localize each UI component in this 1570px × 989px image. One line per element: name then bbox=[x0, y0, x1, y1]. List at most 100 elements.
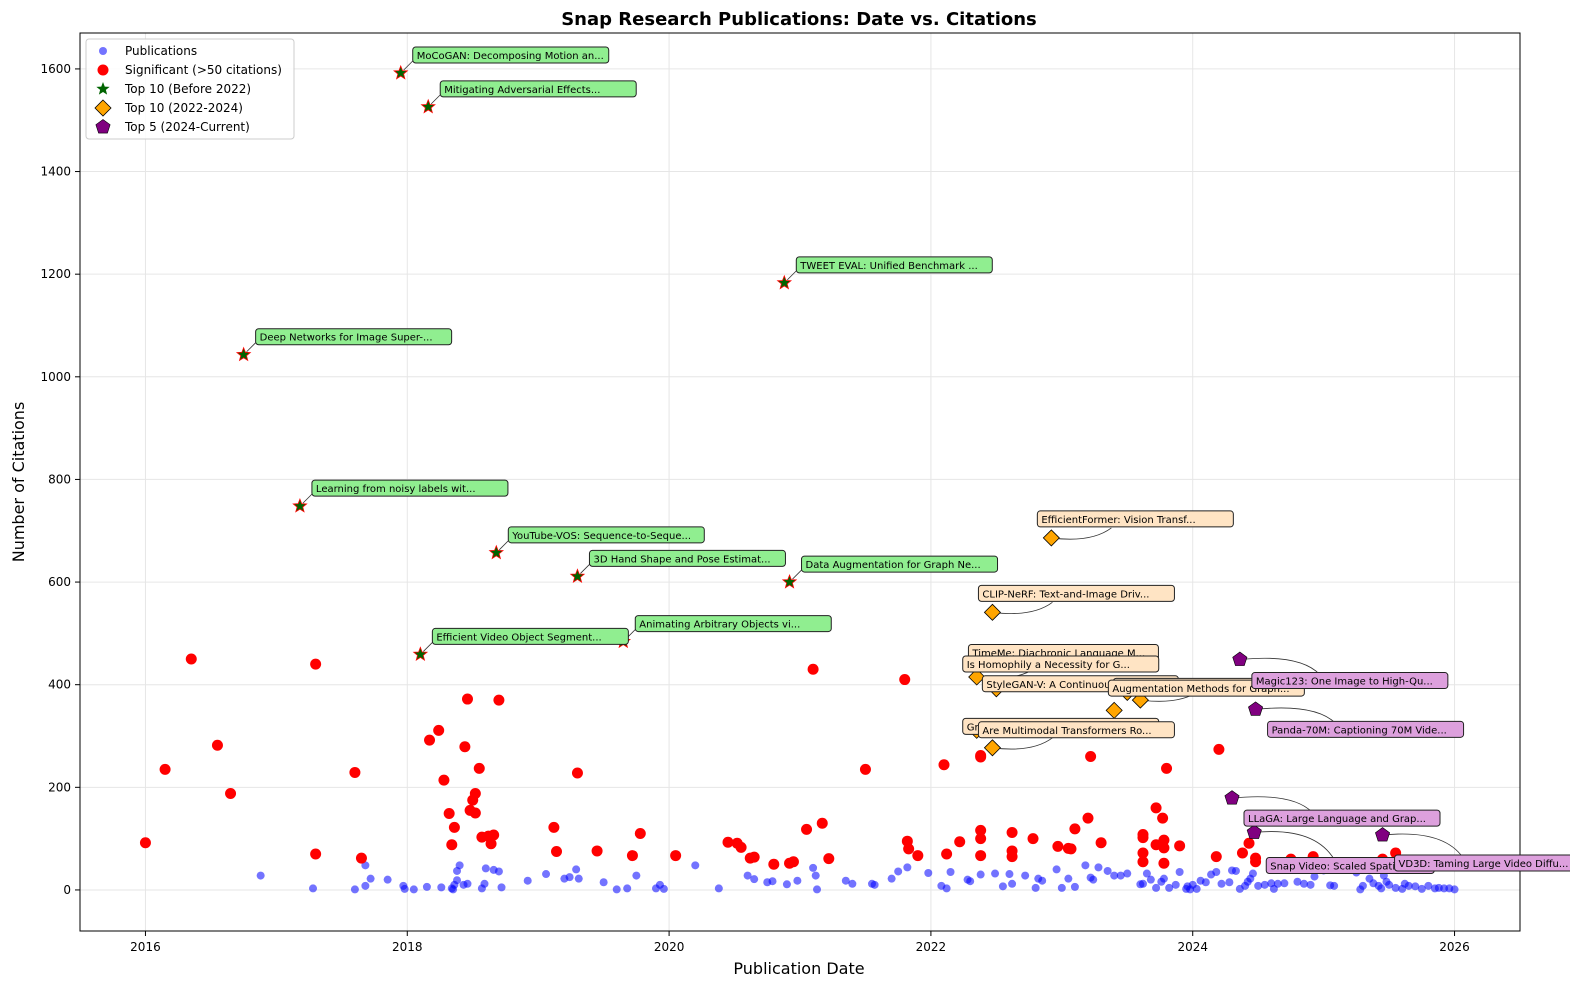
top-before-2022-star bbox=[420, 98, 436, 114]
annotation-box bbox=[634, 615, 832, 633]
significant-point bbox=[438, 774, 450, 786]
annotation-label: Animating Arbitrary Objects vi... bbox=[639, 620, 800, 631]
annotation-connector bbox=[1239, 657, 1321, 675]
annotation-label: Is Homophily a Necessity for G... bbox=[967, 660, 1130, 671]
annotation-box bbox=[977, 721, 1175, 739]
publication-point bbox=[1159, 874, 1168, 883]
publication-point bbox=[1089, 875, 1098, 884]
annotation-box bbox=[439, 80, 637, 98]
significant-point bbox=[211, 739, 223, 751]
annotation-connector bbox=[580, 563, 591, 574]
annotation-box bbox=[1243, 809, 1441, 827]
significant-point bbox=[1158, 834, 1170, 846]
significant-point bbox=[626, 850, 638, 862]
publication-point bbox=[750, 875, 759, 884]
publication-point bbox=[1450, 885, 1459, 894]
publications-series bbox=[256, 861, 1459, 894]
significant-point bbox=[1006, 851, 1018, 863]
annotation-label: Mitigating Adversarial Effects... bbox=[444, 85, 600, 96]
publication-point bbox=[350, 885, 359, 894]
annotation-box bbox=[795, 256, 993, 274]
significant-point bbox=[941, 848, 953, 860]
significant-point bbox=[493, 694, 505, 706]
significant-point bbox=[1095, 837, 1107, 849]
annotation-connector bbox=[430, 93, 442, 105]
publication-point bbox=[1260, 880, 1269, 889]
significant-point bbox=[1052, 840, 1064, 852]
publication-point bbox=[1094, 863, 1103, 872]
annotation-label: EfficientFormer: Vision Transf... bbox=[1041, 515, 1195, 526]
top-before-2022-star bbox=[569, 568, 586, 583]
publication-point bbox=[309, 884, 318, 893]
publication-point bbox=[1212, 867, 1221, 876]
legend: Publications Significant (>50 citations) T… bbox=[85, 38, 295, 140]
annotation-box bbox=[311, 479, 509, 497]
annotation-label: Are Multimodal Transformers Ro... bbox=[982, 726, 1151, 737]
y-tick-label: 800 bbox=[48, 472, 71, 486]
annotation-label: Augmentation Methods for Graph... bbox=[1112, 684, 1289, 695]
publication-point bbox=[572, 865, 581, 874]
legend-marker-publications bbox=[99, 47, 107, 55]
significant-point bbox=[1069, 823, 1081, 835]
significant-point bbox=[310, 658, 322, 670]
significant-point bbox=[1236, 847, 1248, 859]
publication-point bbox=[480, 879, 489, 888]
significant-point bbox=[551, 845, 563, 857]
legend-marker-pentagon bbox=[95, 119, 111, 134]
publication-point bbox=[1052, 865, 1061, 874]
annotation-label: TWEET EVAL: Unified Benchmark ... bbox=[799, 261, 978, 272]
annotation-connector bbox=[1231, 796, 1313, 813]
significant-point bbox=[801, 823, 813, 835]
annotation-connector bbox=[423, 641, 434, 652]
annotation-box bbox=[1267, 720, 1465, 738]
top-before-2022-star bbox=[292, 498, 308, 513]
annotation-connector bbox=[1051, 527, 1112, 540]
top-2024-current-pentagon bbox=[1246, 824, 1262, 839]
y-tick-label: 1600 bbox=[40, 62, 71, 76]
publication-point bbox=[361, 861, 370, 870]
publication-point bbox=[565, 873, 574, 882]
x-tick-label: 2016 bbox=[130, 940, 161, 954]
legend-label: Significant (>50 citations) bbox=[125, 63, 282, 77]
top-before-2022-star bbox=[776, 274, 793, 290]
significant-point bbox=[748, 851, 760, 863]
publication-point bbox=[1254, 881, 1263, 890]
publication-point bbox=[870, 880, 879, 889]
top-2024-current-pentagon bbox=[1375, 827, 1391, 842]
publication-point bbox=[409, 885, 418, 894]
annotation-connector bbox=[302, 492, 314, 504]
publication-point bbox=[599, 878, 608, 887]
annotation-connector bbox=[499, 539, 510, 551]
significant-point bbox=[1150, 802, 1162, 814]
top-markers bbox=[235, 64, 1391, 842]
publication-point bbox=[659, 884, 668, 893]
publication-point bbox=[887, 874, 896, 883]
annotation-connector bbox=[992, 737, 1053, 750]
annotation-connector bbox=[1255, 707, 1336, 724]
publication-point bbox=[1310, 872, 1319, 881]
significant-point bbox=[975, 750, 987, 762]
publication-point bbox=[1231, 866, 1240, 875]
significant-point bbox=[1027, 833, 1039, 845]
significant-point bbox=[433, 724, 445, 736]
publication-point bbox=[1248, 869, 1257, 878]
publication-point bbox=[400, 884, 409, 893]
x-tick-label: 2024 bbox=[1177, 940, 1208, 954]
y-tick-label: 0 bbox=[63, 883, 71, 897]
significant-point bbox=[424, 734, 436, 746]
y-tick-label: 1200 bbox=[40, 267, 71, 281]
y-tick-label: 400 bbox=[48, 678, 71, 692]
significant-point bbox=[461, 693, 473, 705]
significant-point bbox=[768, 858, 780, 870]
significant-point bbox=[469, 807, 481, 819]
legend-label: Top 10 (Before 2022) bbox=[124, 82, 251, 96]
legend-marker-diamond bbox=[94, 99, 112, 117]
significant-point bbox=[310, 848, 322, 860]
significant-point bbox=[722, 836, 734, 848]
annotation-box bbox=[1251, 672, 1449, 690]
y-tick-label: 1400 bbox=[40, 165, 71, 179]
y-axis-ticks: 0 200 400 600 800 1000 1200 1400 1600 bbox=[40, 62, 80, 897]
annotation-label: MoCoGAN: Decomposing Motion an... bbox=[417, 51, 604, 62]
publication-point bbox=[1146, 875, 1155, 884]
annotation-box bbox=[962, 655, 1160, 673]
